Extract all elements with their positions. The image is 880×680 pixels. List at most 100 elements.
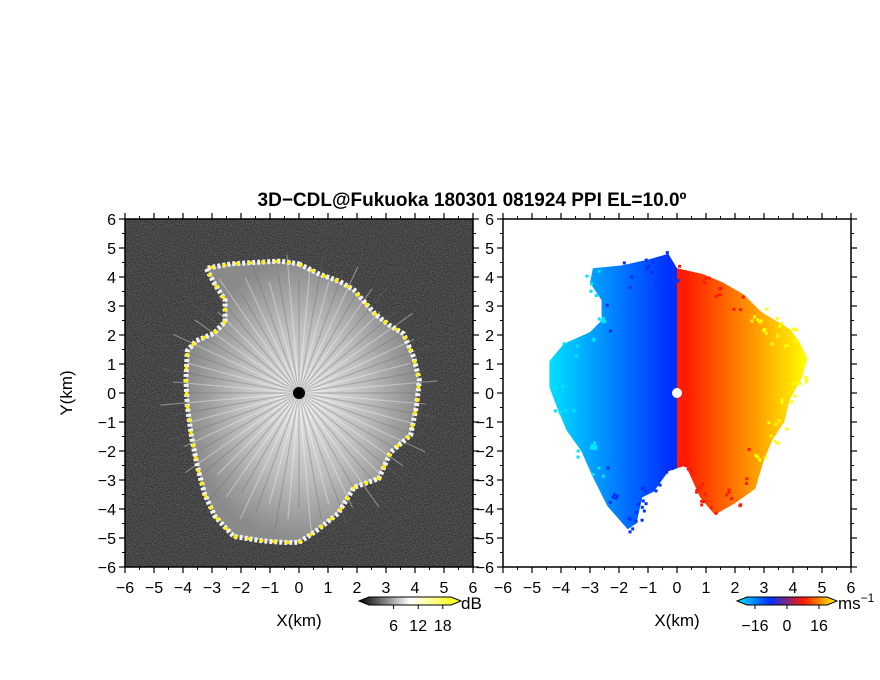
- velocity-speck: [695, 489, 699, 492]
- velocity-speck: [593, 441, 596, 445]
- signal-x-axis-title: X(km): [276, 611, 321, 630]
- y-tick-label: 0: [485, 386, 494, 403]
- velocity-speck: [592, 337, 596, 341]
- radial-streak: [298, 392, 404, 467]
- velocity-speck: [666, 273, 670, 277]
- radial-streak: [217, 392, 300, 475]
- velocity-speck: [741, 295, 745, 299]
- radial-streak: [184, 392, 300, 474]
- y-tick-label: −4: [476, 502, 494, 519]
- velocity-speck: [654, 489, 658, 493]
- velocity-colorbar-bar: [735, 596, 839, 606]
- velocity-speck: [714, 295, 718, 298]
- radial-streak: [199, 334, 300, 394]
- radial-streak: [298, 392, 399, 452]
- velocity-speck: [769, 434, 773, 438]
- velocity-speck: [707, 276, 711, 280]
- y-tick-label: 1: [107, 357, 116, 374]
- y-tick-label: −2: [476, 444, 494, 461]
- velocity-speck: [678, 281, 682, 285]
- velocity-speck: [649, 271, 653, 274]
- velocity-speck: [785, 344, 789, 347]
- x-tick-label: 0: [295, 580, 304, 597]
- velocity-speck: [658, 483, 662, 487]
- x-tick-label: −3: [581, 580, 599, 597]
- velocity-speck: [759, 319, 763, 323]
- velocity-speck: [597, 317, 601, 321]
- y-tick-label: 2: [485, 328, 494, 345]
- velocity-speck: [670, 467, 674, 470]
- radial-streak: [298, 392, 426, 405]
- x-tick-label: −4: [174, 580, 192, 597]
- radial-streak: [298, 392, 330, 505]
- y-tick-label: −3: [476, 473, 494, 490]
- velocity-speck: [664, 463, 668, 467]
- velocity-speck: [756, 318, 760, 322]
- y-tick-label: 5: [485, 241, 494, 258]
- velocity-speck: [600, 319, 604, 323]
- velocity-speck: [592, 447, 596, 451]
- velocity-panel: −6 −5 −4 −3 −2 −1 0 1 2 3 4 5 6 6 5 4 3 2 1 0 −1 −2 −3 −4 −5 −6 X…: [476, 212, 857, 630]
- radial-streak: [298, 273, 344, 394]
- radial-streak: [298, 392, 348, 524]
- velocity-speck: [654, 281, 658, 285]
- x-tick-label: 1: [702, 580, 711, 597]
- velocity-speck: [756, 455, 760, 459]
- velocity-speck: [791, 382, 795, 386]
- velocity-speck: [676, 279, 680, 283]
- velocity-speck: [678, 264, 682, 268]
- radial-streak: [225, 392, 300, 498]
- velocity-speck: [702, 280, 706, 284]
- velocity-speck: [785, 427, 789, 431]
- radial-streak: [298, 392, 382, 491]
- velocity-speck: [651, 260, 655, 264]
- radial-streak: [250, 262, 300, 394]
- radial-streak: [192, 303, 300, 394]
- radial-streak: [218, 278, 300, 394]
- velocity-speck: [798, 382, 802, 386]
- x-tick-label: 5: [818, 580, 827, 597]
- velocity-speck: [602, 316, 606, 320]
- velocity-speck: [688, 466, 692, 470]
- radial-streak: [298, 311, 381, 394]
- velocity-speck: [780, 398, 784, 402]
- radial-streak: [286, 254, 300, 394]
- radial-streak: [298, 334, 399, 394]
- velocity-speck: [678, 283, 681, 287]
- velocity-speck: [738, 504, 742, 508]
- velocity-speck: [773, 439, 777, 443]
- radial-streak: [298, 310, 397, 394]
- velocity-speck: [776, 441, 780, 445]
- velocity-speck: [695, 490, 699, 494]
- velocity-speck: [673, 282, 677, 286]
- velocity-speck: [629, 517, 633, 521]
- velocity-speck: [776, 334, 780, 338]
- signal-panel: −6 −5 −4 −3 −2 −1 0 1 2 3 4 5 6 6 5 4 3 2 1 0 −1 −2 −3 −4 −5 −6 X…: [57, 212, 479, 630]
- velocity-speck: [790, 400, 794, 404]
- velocity-speck: [700, 503, 704, 507]
- y-tick-label: 5: [107, 241, 116, 258]
- y-tick-label: 4: [107, 270, 116, 287]
- velocity-speck: [804, 380, 808, 384]
- radial-streak: [216, 295, 300, 394]
- figure-title: 3D−CDL@Fukuoka 180301 081924 PPI EL=10.0…: [258, 190, 687, 211]
- radial-streak: [298, 256, 324, 394]
- colorbar-tick-label: 18: [434, 618, 452, 635]
- y-tick-label: 6: [485, 212, 494, 229]
- y-tick-label: 4: [485, 270, 494, 287]
- colorbar-tick-label: 12: [409, 618, 427, 635]
- velocity-speck: [644, 502, 648, 506]
- radial-streak: [298, 392, 411, 424]
- velocity-speck: [747, 448, 751, 451]
- velocity-speck: [730, 497, 734, 500]
- velocity-speck: [601, 474, 605, 478]
- velocity-speck: [611, 495, 615, 499]
- velocity-speck: [762, 329, 766, 332]
- radial-streak: [287, 392, 300, 520]
- velocity-speck: [684, 458, 688, 462]
- velocity-speck: [606, 466, 610, 470]
- velocity-speck: [558, 411, 562, 415]
- velocity-speck: [714, 511, 718, 515]
- colorbar-tick-label: 0: [783, 618, 792, 635]
- x-tick-label: −5: [145, 580, 163, 597]
